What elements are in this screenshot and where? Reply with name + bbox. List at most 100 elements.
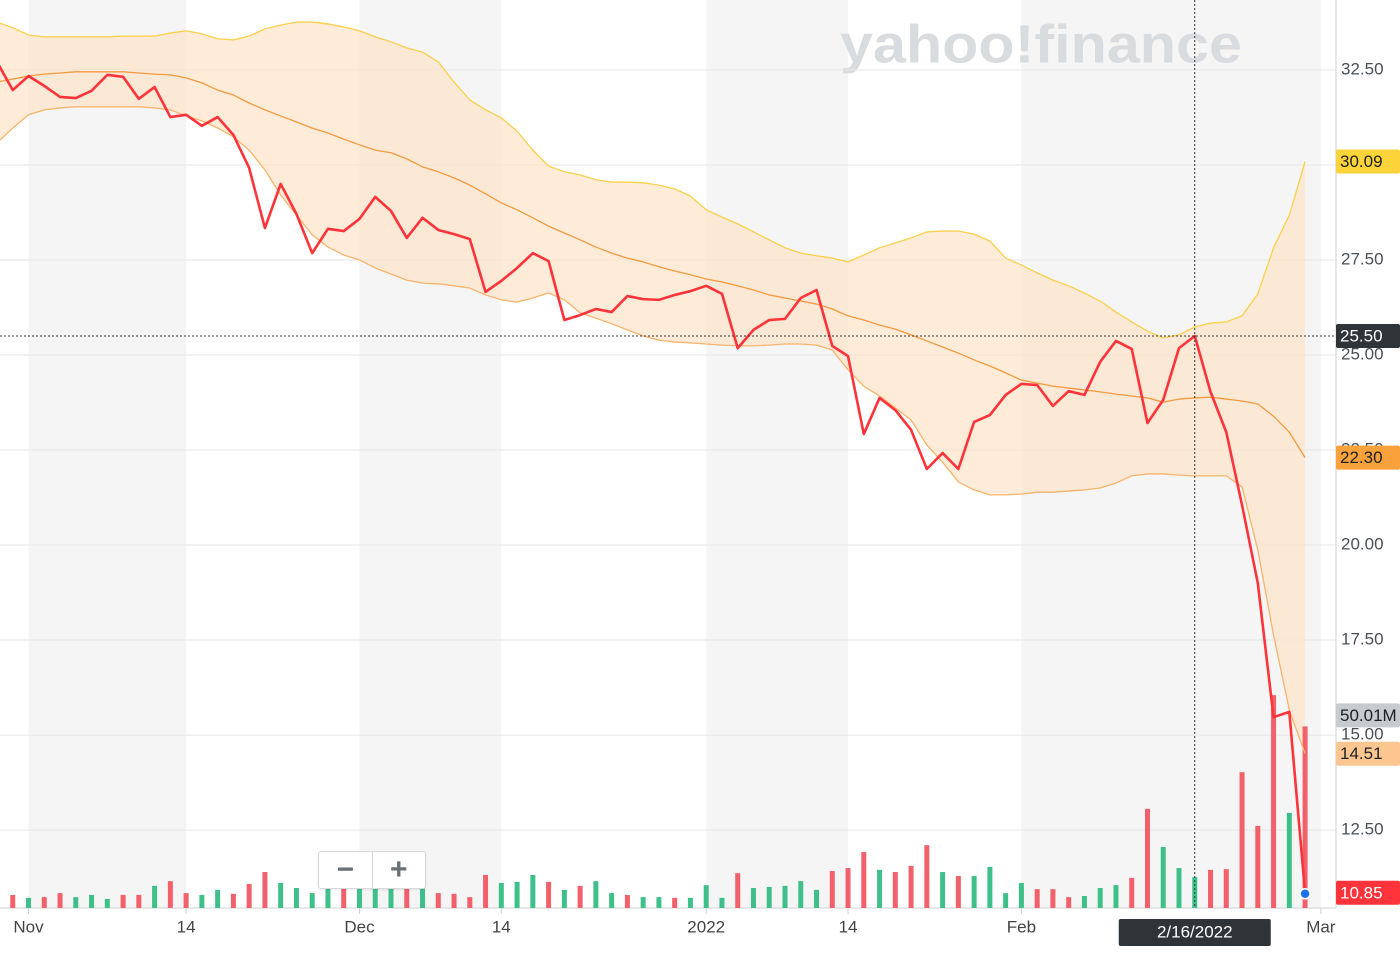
value-box — [1336, 741, 1400, 766]
month-band — [706, 0, 849, 908]
value-box-label: 25.50 — [1340, 326, 1383, 345]
volume-bar — [514, 881, 520, 908]
volume-bar — [750, 888, 756, 908]
volume-bar — [672, 897, 678, 908]
month-band — [28, 0, 187, 908]
y-tick-label: 32.50 — [1341, 59, 1384, 78]
volume-bar — [325, 888, 331, 908]
volume-bar — [640, 897, 646, 908]
volume-bar — [877, 869, 883, 908]
zoom-out-button[interactable]: − — [336, 853, 355, 886]
volume-bar — [1018, 882, 1024, 908]
volume-bar — [10, 894, 16, 908]
y-tick-label: 17.50 — [1341, 630, 1384, 649]
y-tick-label: 12.50 — [1341, 820, 1384, 839]
volume-bar — [546, 881, 552, 908]
band-upper-line — [0, 21, 1306, 339]
volume-bar — [829, 870, 835, 908]
y-tick-label: 15.00 — [1341, 725, 1384, 744]
volume-bar — [924, 845, 930, 908]
volume-bar — [420, 870, 426, 908]
volume-bar — [1129, 877, 1135, 908]
y-tick-label: 25.00 — [1341, 344, 1384, 363]
x-tick-label: 2022 — [687, 917, 725, 936]
x-tick-label: Dec — [344, 917, 375, 936]
zoom-controls: − + — [318, 851, 426, 889]
value-box-label: 22.30 — [1340, 448, 1383, 467]
value-box — [1336, 149, 1400, 174]
volume-bar — [467, 897, 473, 908]
value-box — [1336, 703, 1400, 728]
band-lower-line — [0, 106, 1306, 754]
y-tick-label: 20.00 — [1341, 535, 1384, 554]
volume-bar — [908, 865, 914, 908]
volume-bar — [89, 894, 95, 908]
x-tick-label: 14 — [839, 917, 858, 936]
volume-bar — [341, 884, 347, 908]
volume-bar — [136, 894, 142, 908]
x-tick-label: Nov — [13, 917, 44, 936]
volume-bar — [577, 885, 583, 908]
volume-bar — [940, 872, 946, 908]
x-tick-label: 14 — [177, 917, 196, 936]
value-box-label: 50.01M — [1340, 706, 1397, 725]
volume-bar — [435, 893, 441, 908]
volume-bar — [230, 893, 236, 908]
volume-bar — [498, 882, 504, 908]
volume-bar — [388, 886, 394, 908]
zoom-in-button[interactable]: + — [371, 852, 426, 888]
volume-bar — [404, 885, 410, 908]
crosshair-date-box — [1118, 919, 1271, 946]
volume-bar — [735, 873, 741, 908]
volume-bar — [609, 893, 615, 908]
volume-bar — [183, 893, 189, 908]
volume-bar — [1302, 726, 1308, 908]
volume-bar — [1034, 889, 1040, 908]
volume-bar — [167, 881, 173, 908]
volume-bar — [120, 894, 126, 908]
volume-bar — [1003, 893, 1009, 908]
y-tick-label: 27.50 — [1341, 249, 1384, 268]
volume-bar — [814, 889, 820, 908]
volume-bar — [892, 872, 898, 908]
volume-bar — [1176, 868, 1182, 908]
volume-bar — [483, 874, 489, 908]
volume-bar — [356, 877, 362, 908]
volume-bar — [624, 894, 630, 908]
volume-bar — [309, 893, 315, 908]
last-point — [1299, 888, 1311, 900]
volume-bar — [1255, 825, 1261, 908]
value-box-label: 30.09 — [1340, 152, 1383, 171]
value-box — [1336, 880, 1400, 905]
crosshair-date: 2/16/2022 — [1157, 922, 1233, 941]
volume-bar — [1081, 896, 1087, 908]
volume-bar — [530, 874, 536, 908]
volume-bar — [1097, 888, 1103, 908]
volume-bar — [656, 897, 662, 908]
x-tick-label: 14 — [492, 917, 511, 936]
volume-bar — [1160, 846, 1166, 908]
watermark: yahoo!finance — [840, 14, 1242, 74]
volume-bar — [1223, 869, 1229, 908]
volume-bar — [955, 876, 961, 908]
volume-bar — [1050, 889, 1056, 908]
volume-bar — [782, 885, 788, 908]
volume-bar — [262, 872, 268, 908]
volume-bar — [766, 886, 772, 908]
volume-bar — [561, 889, 567, 908]
volume-bar — [1144, 808, 1150, 908]
volume-bar — [73, 897, 79, 908]
volume-bar — [687, 897, 693, 908]
volume-bar — [861, 852, 867, 908]
volume-bar — [798, 881, 804, 908]
volume-bar — [987, 866, 993, 908]
volume-bar — [845, 868, 851, 908]
x-tick-label: Mar — [1306, 917, 1336, 936]
volume-bar — [278, 882, 284, 908]
volume-bar — [719, 897, 725, 908]
value-box-label: 10.85 — [1340, 883, 1383, 902]
volume-bar — [293, 888, 299, 908]
